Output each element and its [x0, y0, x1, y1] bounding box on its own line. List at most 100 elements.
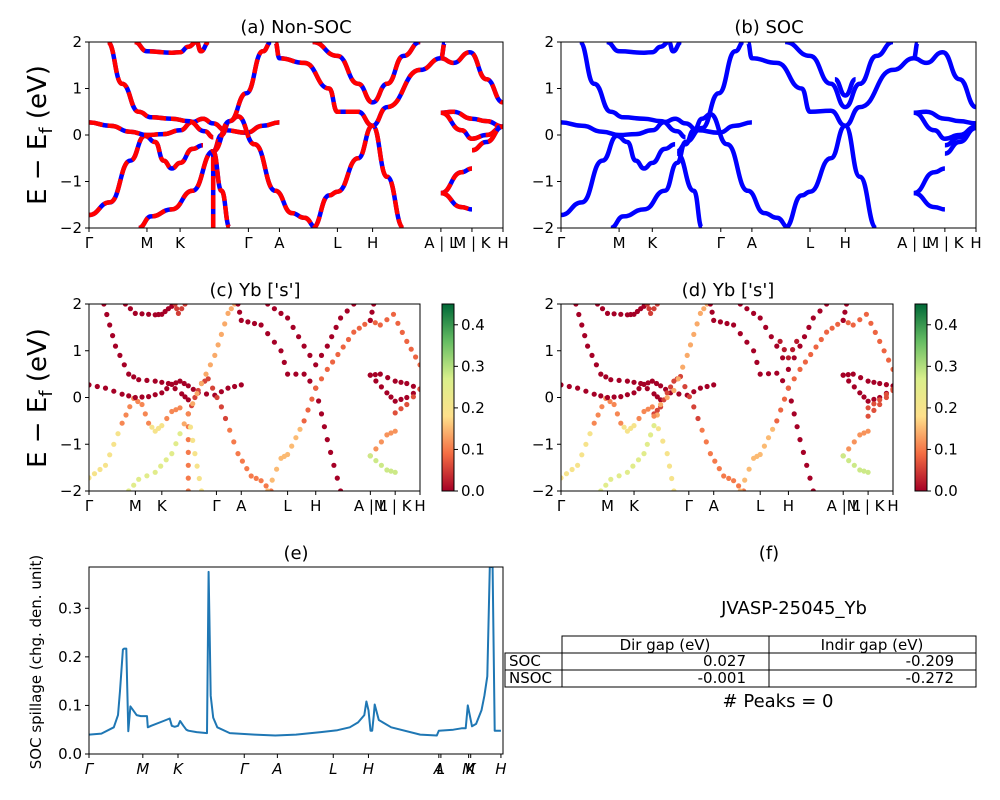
- projection-point: [790, 347, 796, 353]
- projection-point: [851, 439, 857, 445]
- projection-point: [582, 333, 588, 339]
- projection-point: [179, 391, 185, 397]
- projection-point: [840, 372, 846, 378]
- projection-point: [227, 427, 233, 433]
- projection-point: [329, 334, 335, 340]
- projection-point: [102, 462, 109, 468]
- b-ytick-label: 0: [544, 126, 554, 144]
- projection-point: [686, 394, 693, 400]
- projection-point: [101, 304, 107, 307]
- projection-point: [258, 322, 264, 328]
- e-ytick-label: 0.3: [58, 599, 82, 617]
- projection-point: [824, 304, 830, 307]
- projection-point: [780, 378, 786, 384]
- projection-point: [159, 390, 165, 396]
- band-line-blue: [273, 42, 405, 228]
- projection-point: [651, 391, 657, 397]
- colorbar-tick-label: 0.1: [934, 440, 958, 458]
- projection-point: [669, 475, 675, 482]
- band-line-red-dashed: [471, 124, 503, 153]
- projection-point: [377, 371, 383, 377]
- projection-point: [561, 475, 564, 481]
- projection-point: [313, 385, 319, 391]
- c-xtick-label: H: [414, 497, 425, 515]
- e-xtick-label: H: [363, 760, 374, 778]
- projection-point: [770, 426, 776, 432]
- projection-point: [797, 343, 803, 349]
- band-line-red-dashed: [89, 116, 280, 138]
- projection-point: [611, 401, 617, 408]
- band-line-red-dashed: [210, 149, 233, 228]
- band-line: [578, 42, 686, 140]
- projection-point: [293, 371, 299, 377]
- projection-point: [210, 385, 216, 391]
- projection-point: [691, 389, 697, 395]
- projection-point: [164, 415, 170, 422]
- projection-point: [846, 446, 852, 452]
- projection-point: [757, 315, 763, 321]
- projection-point: [307, 378, 313, 384]
- projection-point: [373, 378, 379, 384]
- projection-point: [203, 371, 209, 377]
- gap-table: Dir gap (eV) Indir gap (eV) SOC 0.027 -0…: [504, 635, 977, 688]
- projection-point: [694, 321, 700, 327]
- projection-point: [701, 306, 707, 312]
- projection-point: [707, 451, 714, 457]
- projection-point: [194, 391, 200, 397]
- projection-point: [385, 375, 391, 381]
- projection-point: [808, 351, 814, 358]
- projection-point: [636, 415, 642, 422]
- projection-point: [278, 348, 284, 354]
- projection-point: [185, 462, 191, 468]
- projection-point: [757, 451, 763, 458]
- projection-point: [139, 401, 145, 408]
- d-ytick-label: −1: [532, 435, 554, 453]
- projection-point: [624, 392, 631, 398]
- projection-point: [417, 362, 420, 368]
- projection-point: [744, 339, 750, 345]
- projection-point: [631, 423, 637, 429]
- a-xtick-label: A: [274, 234, 285, 252]
- projection-point: [861, 430, 867, 436]
- projection-point: [107, 452, 113, 458]
- projection-point: [865, 378, 871, 384]
- projection-point: [136, 377, 142, 383]
- projection-point: [398, 406, 404, 412]
- projection-point: [804, 462, 810, 468]
- projection-point: [149, 424, 155, 430]
- projection-point: [840, 453, 846, 459]
- projection-point: [367, 453, 373, 459]
- a-xtick-label: H: [367, 234, 378, 252]
- projection-point: [111, 388, 117, 394]
- projection-point: [618, 394, 624, 400]
- projection-point: [850, 322, 856, 328]
- projection-point: [410, 394, 416, 400]
- projection-point: [563, 471, 570, 477]
- projection-point: [744, 306, 750, 312]
- panel-a-ylabel: E − Ef (eV): [23, 65, 57, 205]
- projection-point: [290, 324, 296, 330]
- projection-point: [603, 482, 609, 488]
- projection-point: [318, 352, 325, 358]
- projection-point: [190, 401, 196, 407]
- d-axes-frame: [560, 303, 894, 492]
- projection-point: [791, 355, 797, 361]
- projection-point: [356, 325, 362, 331]
- projection-point: [872, 329, 878, 335]
- projection-point: [576, 311, 582, 318]
- projection-point: [91, 471, 98, 477]
- projection-point: [377, 322, 383, 328]
- projection-point: [235, 304, 241, 307]
- projection-point: [598, 393, 604, 399]
- table-row-label-soc: SOC: [509, 652, 541, 670]
- projection-point: [591, 391, 597, 397]
- projection-point: [181, 421, 187, 427]
- projection-point: [215, 342, 221, 348]
- projection-point: [413, 354, 419, 360]
- projection-point: [345, 336, 352, 343]
- projection-point: [616, 377, 622, 383]
- c-ytick-label: −1: [60, 435, 82, 453]
- projection-point: [883, 394, 890, 401]
